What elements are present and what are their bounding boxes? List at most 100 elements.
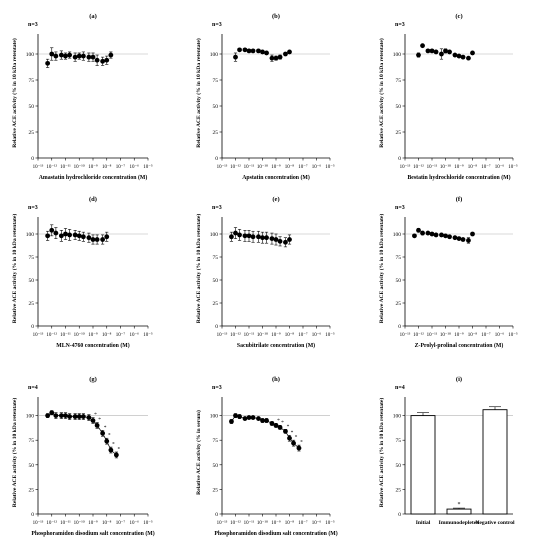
data-point [86,235,92,241]
x-tick-label: 10⁻¹¹ [60,332,71,338]
x-axis-label: Amastatin hydrochloride concentration (M… [39,174,148,181]
data-point [420,43,425,49]
x-tick-label: 10⁻⁹ [88,332,98,338]
x-tick-label: 10⁻⁷ [298,332,308,338]
panel-label: (e) [272,196,279,203]
x-tick-label: 10⁻¹⁰ [257,164,268,170]
x-tick-label: 10⁻⁵ [325,164,335,170]
x-tick-label: 10⁻⁵ [508,164,518,170]
x-tick-label: 10⁻⁷ [298,164,308,170]
data-point [466,238,471,243]
data-point [237,47,242,53]
x-tick-label: 10⁻⁵ [508,332,518,338]
x-tick-label: 10⁻⁸ [468,164,478,170]
y-axis-label: Relative ACE activity (% in 10 kDa reten… [378,38,385,148]
significance-marker: * [94,412,97,418]
panel-i: (i) n=4 Relative ACE activity (% in 10 kDa… [378,376,515,526]
data-point [108,447,114,453]
x-tick-label: 10⁻⁶ [312,164,322,170]
data-point [260,418,265,423]
x-tick-label: 10⁻¹² [46,520,57,526]
data-point [237,232,242,238]
data-point [94,57,100,63]
panel-f: (f) n=3 Relative ACE activity (% in 10 kDa… [378,196,518,349]
y-tick-label: 0 [398,512,401,518]
data-point [76,53,82,59]
x-tick-label: 10⁻¹³ [400,332,411,338]
y-axis-label: Relative ACE activity (% in 10 kDa reten… [195,214,202,324]
data-point [246,415,252,420]
data-point [58,52,64,58]
data-point [108,52,114,58]
panel-label: (a) [89,13,97,20]
x-tick-label: 10⁻⁷ [298,520,308,526]
data-point [229,234,234,240]
data-point [100,430,106,436]
data-point [466,55,471,61]
x-tick-label: 10⁻¹³ [33,332,44,338]
data-point [269,421,275,426]
x-tick-label: 10⁻¹¹ [244,332,255,338]
x-tick-label: 10⁻¹² [230,332,241,338]
data-point [229,419,234,424]
data-point [283,51,288,57]
data-point [233,230,238,236]
data-point [53,413,59,418]
y-tick-label: 0 [215,512,218,518]
y-axis-label: Relative ACE activity (% in 10 kDa reten… [11,38,18,148]
sample-size-label: n=4 [395,385,405,391]
data-point [242,47,248,53]
data-point [94,423,100,428]
x-tick-label: 10⁻⁹ [454,164,464,170]
data-point [425,48,431,54]
bar [482,409,508,515]
data-point [53,230,59,236]
x-tick-label: 10⁻¹³ [33,520,44,526]
data-point [233,413,238,418]
panel-label: (c) [455,13,462,20]
y-tick-label: 100 [210,232,219,238]
x-tick-label: 10⁻⁶ [312,332,322,338]
data-point [100,237,106,242]
panel-g: (g) n=4 Relative ACE activity (% in 10 kDa… [11,376,155,537]
y-axis-label: Relative ACE activity (% in 10 kDa reten… [378,214,385,324]
x-tick-label: Negative control [475,520,515,526]
x-tick-label: 10⁻¹² [413,332,424,338]
data-point [90,237,96,242]
x-tick-label: 10⁻⁸ [468,332,478,338]
y-tick-label: 75 [29,255,35,261]
data-point [439,232,444,238]
data-point [452,52,458,58]
data-point [67,232,73,238]
data-point [470,50,475,56]
x-tick-label: 10⁻¹¹ [60,164,71,170]
x-tick-label: 10⁻¹² [46,164,57,170]
x-tick-label: 10⁻¹³ [217,164,228,170]
data-point [80,53,86,59]
x-tick-label: 10⁻⁶ [130,520,140,526]
significance-marker: * [277,418,280,424]
y-tick-label: 50 [213,104,219,110]
significance-marker: * [291,430,294,436]
bar [410,415,436,515]
data-point [273,423,279,428]
x-tick-label: 10⁻¹³ [217,332,228,338]
y-tick-label: 75 [29,78,35,84]
data-point [250,415,256,420]
x-tick-label: 10⁻¹² [46,332,57,338]
data-point [250,234,256,240]
y-tick-label: 100 [210,52,219,58]
data-point [86,54,92,60]
x-tick-label: 10⁻¹² [230,164,241,170]
x-tick-label: 10⁻¹³ [217,520,228,526]
x-tick-label: 10⁻⁹ [271,164,281,170]
data-point [256,48,261,54]
x-tick-label: 10⁻¹³ [33,164,44,170]
significance-marker: * [108,433,111,439]
x-tick-label: 10⁻⁶ [495,332,505,338]
y-tick-label: 50 [29,104,35,110]
data-point [447,49,452,55]
data-point [246,48,252,54]
data-point [447,234,452,240]
panel-label: (b) [272,13,280,20]
